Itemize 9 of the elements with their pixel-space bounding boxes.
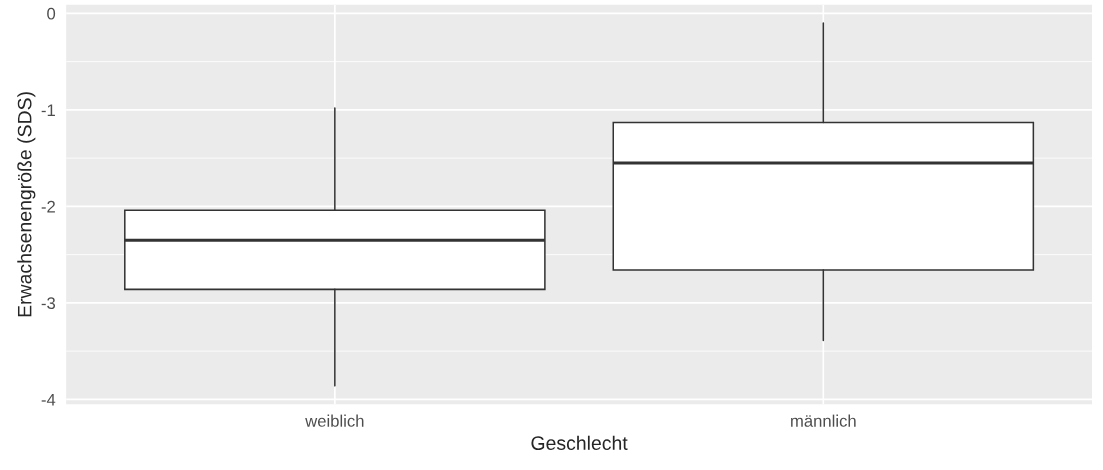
x-axis-title: Geschlecht: [531, 435, 628, 450]
x-tick-label: männlich: [791, 414, 856, 427]
y-tick-label: -4: [41, 393, 56, 406]
x-tick-label: weiblich: [305, 414, 364, 427]
y-tick-label: 0: [47, 7, 56, 20]
y-tick-label: -1: [41, 104, 55, 116]
y-tick-label: -3: [41, 297, 56, 310]
y-axis-title: Erwachsenengröße (SDS): [17, 92, 36, 317]
y-tick-label: -2: [41, 200, 55, 213]
